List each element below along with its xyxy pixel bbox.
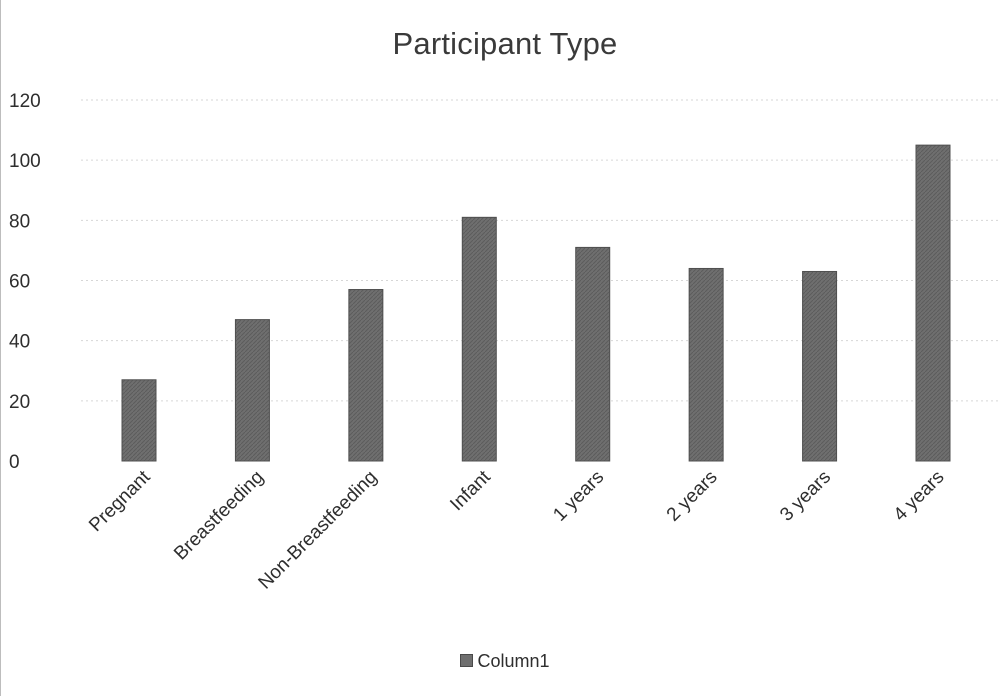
x-tick-label: Infant	[446, 466, 495, 515]
x-tick-label: 3 years	[776, 467, 835, 526]
bar	[461, 216, 497, 462]
bar	[121, 379, 157, 462]
bar	[688, 267, 724, 462]
bar	[348, 289, 384, 462]
legend: Column1	[1, 651, 1008, 672]
y-tick-label: 60	[9, 272, 30, 293]
x-tick-label: 2 years	[663, 467, 722, 526]
x-tick-label: 4 years	[890, 467, 949, 526]
legend-swatch	[460, 654, 474, 667]
bar	[915, 144, 951, 462]
gridlines	[81, 99, 1001, 402]
x-tick-label: Breastfeeding	[170, 467, 268, 565]
bar	[234, 319, 270, 462]
bar	[802, 270, 838, 462]
legend-label: Column1	[477, 651, 550, 671]
y-tick-label: 40	[9, 332, 30, 353]
y-tick-label: 100	[9, 151, 41, 172]
y-axis-tick-labels: 0 20 40 60 80 100 120	[9, 91, 41, 473]
chart-title: Participant Type	[392, 26, 618, 61]
bars	[121, 144, 951, 462]
x-tick-label: Pregnant	[85, 466, 155, 536]
x-tick-label: Non-Breastfeeding	[255, 467, 382, 594]
bar	[575, 246, 611, 462]
y-tick-label: 20	[9, 392, 30, 413]
x-tick-label: 1 years	[549, 467, 608, 526]
y-tick-label: 0	[9, 452, 20, 473]
y-tick-label: 80	[9, 211, 30, 232]
y-tick-label: 120	[9, 91, 41, 112]
